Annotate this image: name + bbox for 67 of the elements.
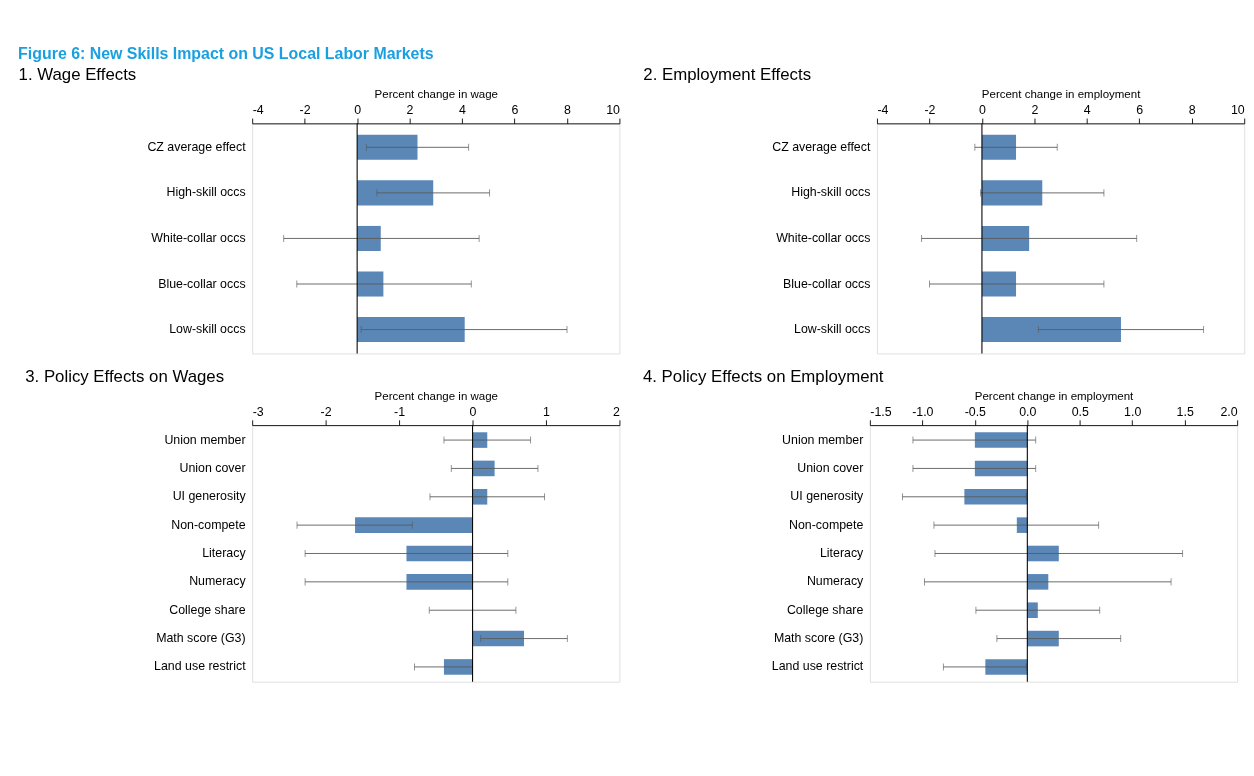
y-tick-label: Math score (G3)	[773, 631, 864, 646]
y-tick-label: Land use restrict	[154, 659, 247, 674]
y-tick-label: Low-skill occs	[169, 322, 246, 337]
x-tick-label: -2	[924, 103, 936, 118]
x-tick-label: 4	[1083, 103, 1091, 118]
x-tick-label: 0.0	[1019, 404, 1037, 419]
x-tick-label: 1.0	[1124, 404, 1142, 419]
text: 2. Employment Effects	[643, 65, 812, 85]
y-tick-label: UI generosity	[172, 489, 247, 504]
x-tick-label: 4	[459, 103, 467, 118]
x-tick-label: 8	[1188, 103, 1196, 118]
x-tick-label: -1	[394, 404, 406, 419]
chart-title: 4. Policy Effects on Employment	[642, 366, 884, 386]
x-tick-label: -4	[252, 103, 264, 118]
x-tick-label: -4	[877, 103, 889, 118]
x-tick-label: -1.0	[912, 404, 934, 419]
x-tick-label: 2	[613, 404, 621, 419]
y-tick-label: College share	[786, 602, 864, 617]
x-tick-label: 0	[978, 103, 986, 118]
x-tick-label: 1	[543, 404, 551, 419]
y-tick-label: Non-compete	[171, 517, 246, 532]
y-tick-label: Union cover	[179, 460, 246, 475]
x-tick-label: 2	[406, 103, 414, 118]
x-axis-title: Percent change in employment	[974, 389, 1135, 402]
x-tick-label: 2	[1031, 103, 1039, 118]
y-tick-label: Numeracy	[189, 574, 247, 589]
x-tick-label: 10	[606, 103, 621, 118]
y-tick-label: UI generosity	[790, 489, 865, 504]
x-tick-label: 6	[511, 103, 519, 118]
y-tick-label: White-collar occs	[151, 230, 246, 245]
y-tick-label: CZ average effect	[147, 139, 247, 154]
x-tick-label: 0	[354, 103, 362, 118]
y-tick-label: High-skill occs	[791, 185, 871, 200]
y-tick-label: Union member	[164, 432, 246, 447]
caption: Figure 6: New Skills Impact on US Local Labor Markets	[18, 45, 434, 63]
y-tick-label: Numeracy	[806, 574, 865, 589]
y-tick-label: Blue-collar occs	[158, 276, 246, 291]
x-tick-label: -3	[252, 404, 264, 419]
y-tick-label: High-skill occs	[166, 185, 246, 200]
x-tick-label: 2.0	[1220, 404, 1238, 419]
y-tick-label: Low-skill occs	[794, 322, 871, 337]
x-axis-title: Percent change in employment	[981, 88, 1142, 101]
y-tick-label: Non-compete	[788, 517, 864, 532]
x-tick-label: -1.5	[870, 404, 892, 419]
y-tick-label: Math score (G3)	[156, 631, 246, 646]
chart-title: 3. Policy Effects on Wages	[25, 366, 225, 386]
y-tick-label: Union member	[782, 432, 864, 447]
y-tick-label: Union cover	[797, 460, 864, 475]
x-tick-label: 1.5	[1176, 404, 1194, 419]
x-tick-label: -2	[320, 404, 332, 419]
x-axis-title: Percent change in wage	[374, 389, 498, 402]
y-tick-label: CZ average effect	[772, 139, 871, 154]
x-tick-label: 0.5	[1071, 404, 1089, 419]
y-tick-label: White-collar occs	[776, 230, 871, 245]
y-tick-label: Blue-collar occs	[783, 276, 871, 291]
y-tick-label: College share	[169, 602, 246, 617]
x-tick-label: 8	[564, 103, 572, 118]
x-tick-label: -2	[299, 103, 311, 118]
x-tick-label: 10	[1230, 103, 1245, 118]
y-tick-label: Literacy	[819, 546, 865, 561]
x-tick-label: 6	[1136, 103, 1144, 118]
x-tick-label: 0	[469, 404, 477, 419]
y-tick-label: Land use restrict	[771, 659, 864, 674]
x-axis-title: Percent change in wage	[374, 88, 498, 101]
x-tick-label: -0.5	[964, 404, 987, 419]
text: 1. Wage Effects	[18, 65, 137, 85]
y-tick-label: Literacy	[202, 546, 247, 561]
